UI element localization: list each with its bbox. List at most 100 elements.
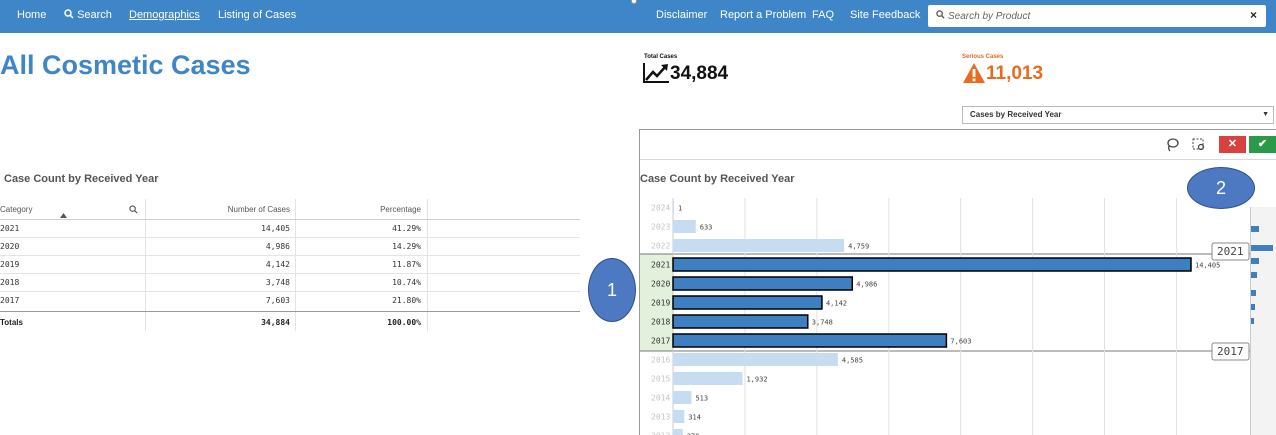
nav-listing-link[interactable]: Listing of Cases [218, 9, 297, 21]
column-divider [295, 199, 296, 331]
column-divider [427, 199, 428, 331]
panel-toolbar-divider [640, 159, 1276, 160]
totals-number: 34,884 [261, 318, 290, 327]
bar-2016[interactable] [673, 353, 838, 366]
category-tick-label: 2024 [651, 204, 670, 213]
clear-search-button[interactable]: × [1249, 8, 1257, 22]
chart-type-dropdown[interactable]: Cases by Received Year ▼ [962, 106, 1274, 124]
close-icon: ✕ [1227, 138, 1238, 150]
table-title: Case Count by Received Year [4, 173, 159, 185]
column-divider [145, 199, 146, 331]
sort-ascending-icon [60, 213, 67, 218]
bar-value-label: 1,932 [746, 376, 767, 384]
serious-cases-value: 11,013 [986, 63, 1044, 84]
cell-category: 2018 [0, 278, 20, 287]
warning-icon [963, 63, 985, 83]
bar-value-label: 270 [687, 433, 700, 435]
cell-category: 2021 [0, 224, 20, 233]
bar-2022[interactable] [673, 239, 845, 252]
category-tick-label: 2020 [651, 280, 670, 289]
bar-2020[interactable] [672, 276, 854, 291]
bar-value-label: 7,603 [950, 338, 971, 346]
nav-faq-link[interactable]: FAQ [812, 9, 835, 21]
column-header-number-of-cases[interactable]: Number of Cases [227, 205, 290, 214]
bar-2013[interactable] [673, 410, 685, 423]
column-search-icon[interactable] [129, 205, 138, 214]
cell-number: 3,748 [265, 278, 290, 287]
category-tick-label: 2022 [651, 242, 670, 251]
cursor-dot [631, 0, 637, 4]
total-cases-label: Total Cases [644, 54, 678, 60]
total-cases-value: 34,884 [670, 63, 729, 84]
category-tick-label: 2023 [651, 223, 670, 232]
cell-percentage: 14.29% [392, 242, 421, 251]
bar-2018[interactable] [672, 314, 809, 329]
category-tick-label: 2016 [651, 356, 670, 365]
bar-2024[interactable] [673, 201, 674, 214]
column-header-percentage[interactable]: Percentage [380, 205, 421, 214]
cell-category: 2020 [0, 242, 20, 251]
bar-value-label: 633 [700, 224, 713, 232]
lasso-icon[interactable] [1166, 138, 1179, 152]
cell-percentage: 11.87% [392, 260, 421, 269]
mini-bar [1251, 226, 1259, 232]
bar-2019[interactable] [672, 295, 823, 310]
bar-value-label: 4,142 [826, 300, 847, 308]
bar-2023[interactable] [673, 220, 696, 233]
bar-2014[interactable] [673, 391, 692, 404]
category-tick-label: 2012 [651, 432, 670, 435]
row-divider [0, 237, 580, 238]
dropdown-selected-label: Cases by Received Year [970, 110, 1062, 119]
bar-2017[interactable] [672, 333, 948, 348]
mini-bar [1251, 272, 1257, 278]
row-divider [0, 255, 580, 256]
mini-bar [1251, 290, 1256, 296]
cell-number: 4,142 [265, 260, 290, 269]
cell-number: 7,603 [265, 296, 290, 305]
page-title: All Cosmetic Cases [0, 50, 251, 80]
column-header-category[interactable]: Category [0, 205, 33, 214]
search-icon [936, 10, 945, 19]
callout-badge-2: 2 [1187, 167, 1255, 209]
totals-divider [0, 311, 580, 312]
category-tick-label: 2021 [651, 261, 670, 270]
checkmark-icon: ✔ [1257, 138, 1268, 150]
serious-cases-label: Serious Cases [962, 54, 1004, 60]
category-tick-label: 2013 [651, 413, 670, 422]
bar-value-label: 4,986 [856, 281, 877, 289]
nav-report-problem-link[interactable]: Report a Problem [720, 9, 807, 21]
nav-demographics-link[interactable]: Demographics [129, 9, 200, 21]
nav-site-feedback-link[interactable]: Site Feedback [850, 9, 921, 21]
row-divider [0, 273, 580, 274]
callout-badge-1: 1 [588, 258, 636, 322]
category-tick-label: 2019 [651, 299, 670, 308]
range-start-label: 2021 [1217, 245, 1244, 258]
cell-percentage: 41.29% [392, 224, 421, 233]
confirm-selection-button[interactable]: ✔ [1249, 136, 1276, 153]
nav-search-link[interactable]: Search [64, 9, 112, 21]
category-tick-label: 2014 [651, 394, 670, 403]
category-tick-label: 2017 [651, 337, 670, 346]
nav-disclaimer-link[interactable]: Disclaimer [656, 9, 708, 21]
cancel-selection-button[interactable]: ✕ [1219, 136, 1246, 153]
row-divider [0, 291, 580, 292]
cell-category: 2017 [0, 296, 20, 305]
totals-percentage: 100.00% [387, 318, 421, 327]
product-search-input[interactable] [948, 8, 1238, 24]
bar-2012[interactable] [673, 429, 683, 435]
mini-bar [1251, 318, 1254, 324]
bar-2015[interactable] [673, 372, 743, 385]
selected-range-band [640, 254, 673, 351]
cell-number: 14,405 [261, 224, 290, 233]
bar-value-label: 4,759 [848, 243, 869, 251]
bar-2021[interactable] [672, 257, 1192, 272]
nav-home-link[interactable]: Home [17, 9, 47, 21]
cell-percentage: 10.74% [392, 278, 421, 287]
mini-bar [1251, 304, 1255, 310]
trend-up-icon [643, 63, 669, 83]
nav-search-label: Search [77, 9, 112, 21]
bar-value-label: 314 [688, 414, 701, 422]
range-select-icon[interactable] [1192, 138, 1206, 152]
bar-value-label: 513 [695, 395, 708, 403]
